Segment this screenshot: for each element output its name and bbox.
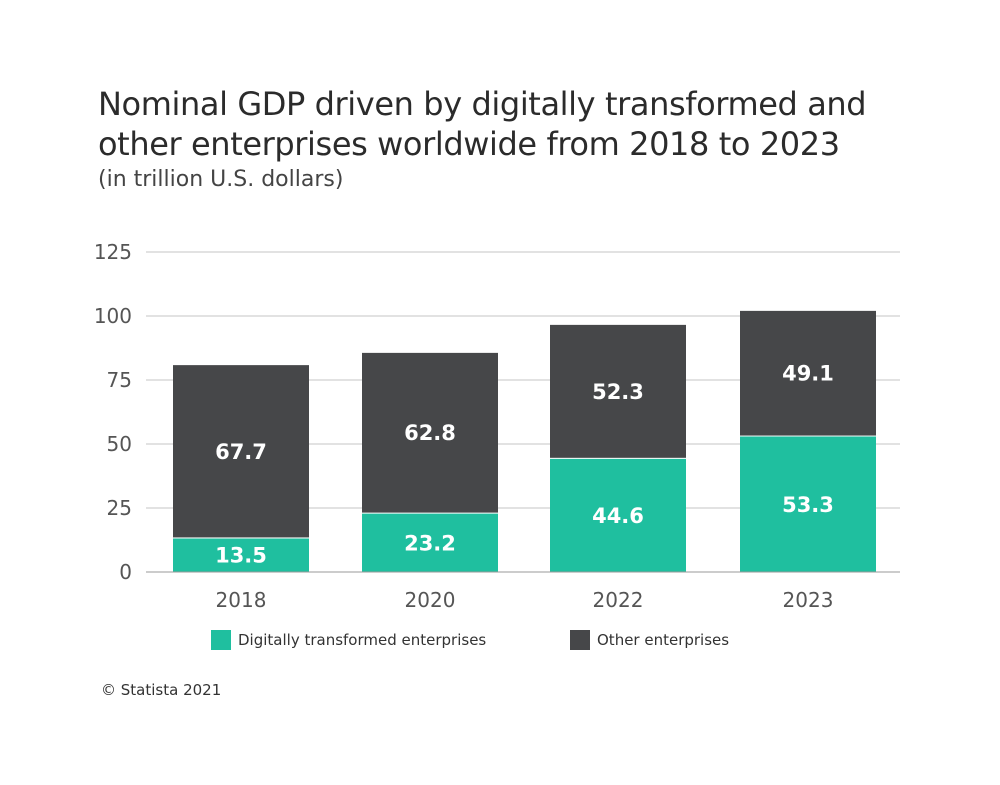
- chart-title: Nominal GDP driven by digitally transfor…: [98, 85, 867, 163]
- legend-item-other-enterprises: Other enterprises: [570, 630, 729, 650]
- x-tick-label: 2023: [783, 588, 834, 612]
- data-label: 67.7: [215, 440, 267, 464]
- chart-subtitle: (in trillion U.S. dollars): [98, 167, 344, 192]
- data-label: 13.5: [215, 544, 267, 568]
- y-tick-label: 0: [119, 560, 132, 584]
- bar-segment-digitally-transformed: [740, 435, 876, 572]
- bar-segment-other-enterprises: [740, 309, 876, 436]
- data-label: 52.3: [592, 380, 644, 404]
- y-tick-label: 125: [94, 240, 132, 264]
- bar-segment-digitally-transformed: [550, 457, 686, 572]
- legend-label-other-enterprises: Other enterprises: [597, 631, 730, 649]
- bar-segment-digitally-transformed: [173, 537, 309, 572]
- y-tick-label: 75: [107, 368, 132, 392]
- x-tick-label: 2018: [216, 588, 267, 612]
- x-tick-label: 2022: [593, 588, 644, 612]
- data-label: 44.6: [592, 504, 644, 528]
- x-tick-label: 2020: [405, 588, 456, 612]
- bar-segment-digitally-transformed: [362, 512, 498, 572]
- data-label: 62.8: [404, 421, 456, 445]
- data-label: 53.3: [782, 493, 834, 517]
- y-tick-label: 25: [107, 496, 132, 520]
- y-tick-label: 100: [94, 304, 132, 328]
- legend-swatch-other-enterprises: [570, 630, 590, 650]
- bar-segment-other-enterprises: [173, 364, 309, 538]
- data-label: 49.1: [782, 362, 834, 386]
- chart-legend: Digitally transformed enterprises Other …: [0, 630, 1000, 654]
- legend-item-digitally-transformed: Digitally transformed enterprises: [211, 630, 486, 650]
- data-label: 23.2: [404, 531, 456, 555]
- source-credit: © Statista 2021: [101, 681, 222, 699]
- bar-segment-other-enterprises: [550, 323, 686, 458]
- legend-label-digitally-transformed: Digitally transformed enterprises: [238, 631, 487, 649]
- legend-swatch-digitally-transformed: [211, 630, 231, 650]
- y-tick-label: 50: [107, 432, 132, 456]
- bar-segment-other-enterprises: [362, 351, 498, 513]
